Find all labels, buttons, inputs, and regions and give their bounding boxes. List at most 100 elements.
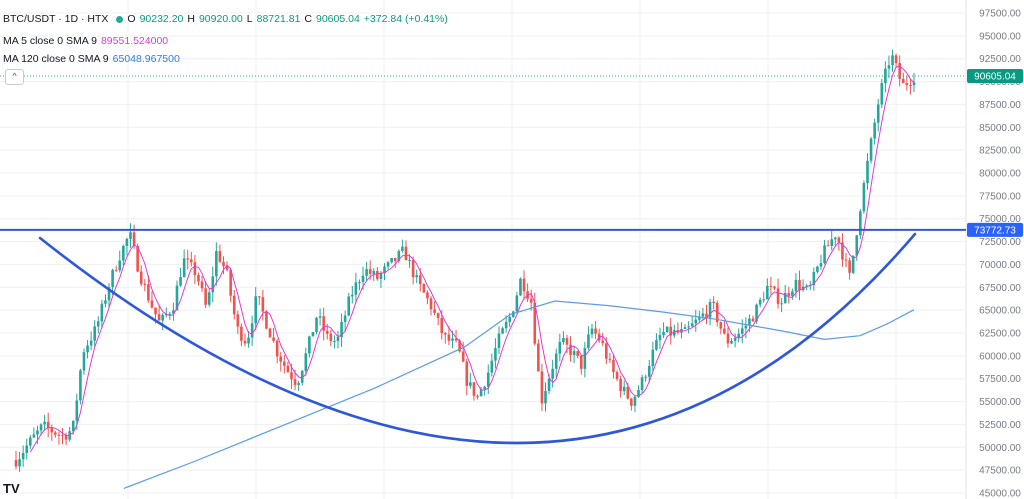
candle-down	[776, 288, 780, 304]
candle-up	[748, 318, 751, 326]
candle-up	[86, 345, 89, 353]
candle-down	[293, 379, 297, 386]
candle-up	[647, 366, 651, 377]
candle-up	[823, 245, 826, 264]
candle-down	[719, 322, 723, 329]
candle-down	[447, 334, 451, 341]
candle-up	[490, 360, 494, 373]
ma5-line	[29, 65, 915, 453]
candle-up	[18, 459, 21, 467]
collapse-legend-button[interactable]: ^	[5, 69, 24, 85]
candle-up	[665, 326, 669, 332]
symbol-label[interactable]: BTC/USDT · 1D · HTX	[3, 13, 109, 25]
candle-up	[819, 263, 823, 267]
y-tick-label: 55000.00	[979, 397, 1021, 408]
candle-down	[197, 275, 200, 282]
high-value: 90920.00	[198, 13, 243, 25]
candle-down	[529, 298, 533, 303]
candle-up	[318, 316, 322, 318]
candle-down	[669, 326, 673, 336]
candle-up	[762, 299, 766, 301]
candle-down	[712, 301, 715, 304]
candle-down	[325, 330, 329, 334]
candle-down	[132, 232, 136, 247]
candle-up	[161, 314, 164, 321]
candle-up	[383, 266, 386, 274]
candle-up	[672, 330, 676, 336]
candle-down	[14, 460, 18, 467]
candle-up	[833, 237, 837, 240]
candle-up	[483, 386, 486, 390]
candle-down	[630, 398, 633, 406]
candle-up	[39, 424, 43, 431]
candle-down	[218, 251, 222, 262]
candle-up	[794, 279, 798, 292]
candle-up	[662, 331, 665, 336]
candle-up	[71, 420, 75, 432]
high-label: H	[187, 13, 195, 25]
ma5-name: MA 5 close 0 SMA 9	[3, 35, 97, 47]
symbol-legend: BTC/USDT · 1D · HTX O 90232.20 H 90920.00 L 88…	[3, 13, 452, 26]
candle-up	[100, 303, 104, 322]
candle-up	[880, 83, 884, 105]
candle-up	[415, 275, 419, 278]
candle-down	[393, 258, 397, 262]
y-tick-label: 65000.00	[979, 306, 1021, 317]
candle-up	[401, 246, 404, 251]
ma120-value: 65048.967500	[112, 53, 180, 65]
candle-down	[150, 300, 154, 308]
candle-up	[701, 313, 705, 317]
last-price-tag	[967, 69, 1023, 84]
candle-down	[261, 297, 265, 312]
candle-up	[122, 245, 125, 261]
candle-down	[894, 55, 898, 64]
candle-up	[451, 338, 454, 341]
candle-up	[658, 335, 662, 341]
close-label: C	[304, 13, 312, 25]
candle-down	[844, 259, 848, 261]
candle-down	[773, 286, 776, 289]
candle-down	[440, 318, 444, 333]
candle-up	[111, 269, 114, 288]
y-tick-label: 82500.00	[979, 146, 1021, 157]
candle-up	[96, 321, 100, 327]
market-status-icon	[116, 15, 124, 23]
candle-down	[57, 434, 61, 436]
candle-down	[436, 313, 440, 319]
candle-down	[576, 351, 579, 356]
y-tick-label: 62500.00	[979, 329, 1021, 340]
candle-up	[358, 281, 361, 283]
candle-down	[200, 281, 204, 289]
candle-down	[726, 333, 730, 344]
ma5-legend[interactable]: MA 5 close 0 SMA 9 89551.524000	[3, 35, 172, 48]
candle-down	[533, 302, 537, 344]
candle-up	[812, 271, 816, 286]
candle-down	[272, 337, 275, 341]
candle-up	[640, 377, 644, 390]
candle-down	[368, 269, 372, 275]
ma120-legend[interactable]: MA 120 close 0 SMA 9 65048.967500	[3, 53, 184, 66]
candle-up	[43, 421, 46, 425]
y-tick-label: 67500.00	[979, 283, 1021, 294]
candle-down	[279, 356, 283, 362]
candle-up	[694, 319, 698, 324]
candle-up	[354, 282, 358, 295]
candle-up	[125, 238, 129, 246]
candle-down	[522, 278, 526, 292]
candle-down	[723, 328, 726, 334]
candle-down	[826, 245, 830, 247]
candle-up	[29, 437, 32, 446]
candle-up	[179, 277, 182, 286]
candle-up	[333, 340, 336, 342]
candle-up	[21, 452, 25, 460]
candle-down	[569, 344, 572, 355]
candle-up	[637, 389, 640, 397]
candle-down	[769, 285, 773, 287]
candle-up	[583, 348, 587, 369]
candle-up	[515, 295, 519, 312]
candle-down	[154, 307, 157, 315]
last-price-label: 90605.04	[974, 72, 1016, 83]
candle-up	[791, 291, 794, 296]
